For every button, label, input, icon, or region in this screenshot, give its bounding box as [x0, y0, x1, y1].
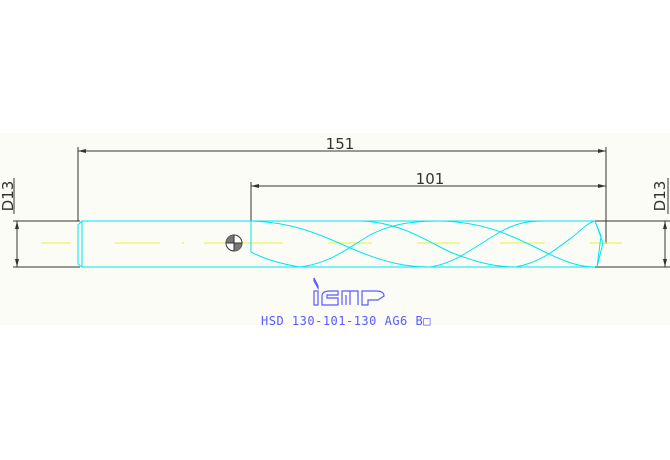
drill-designation: HSD 130-101-130 AG6 B□ [261, 314, 431, 328]
diameter-label-right: D13 [651, 181, 669, 212]
arrowheads [15, 149, 667, 267]
drill-tip [594, 220, 604, 268]
flute-start [250, 221, 301, 268]
drawing-background [0, 133, 670, 325]
drill-outline [77, 220, 604, 268]
shank [77, 220, 595, 268]
diameter-label-left: D13 [0, 181, 17, 212]
overall-length-label: 151 [326, 135, 355, 153]
iscar-logo [313, 277, 385, 306]
center-mark-icon [225, 234, 243, 252]
flute-length-label: 101 [416, 170, 445, 188]
